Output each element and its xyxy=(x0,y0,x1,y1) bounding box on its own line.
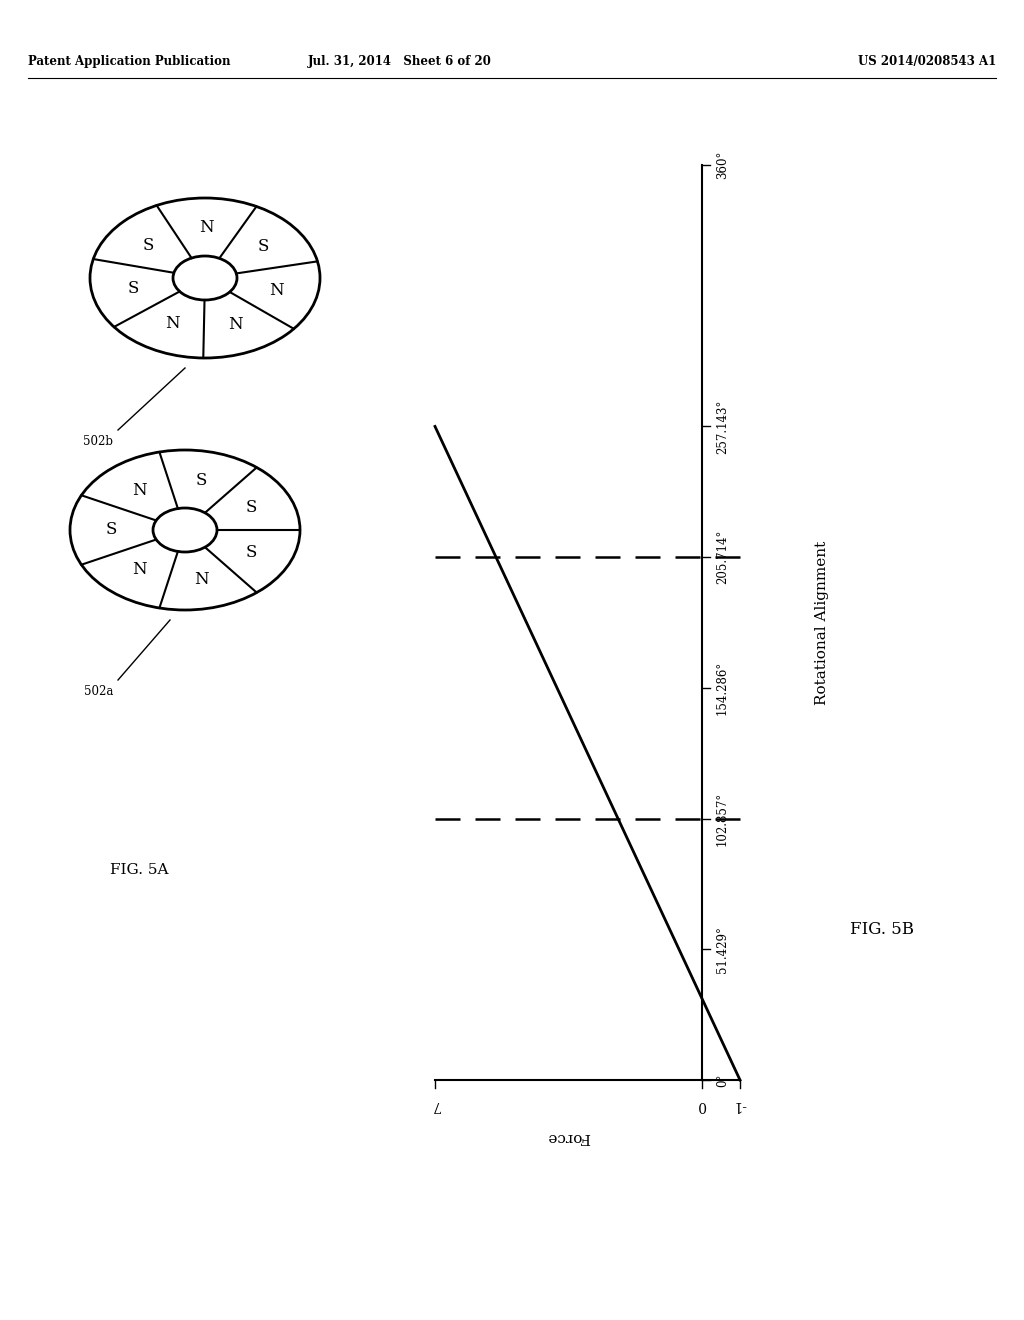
Text: 257.143°: 257.143° xyxy=(716,399,729,454)
Text: N: N xyxy=(199,219,213,235)
Text: 360°: 360° xyxy=(716,150,729,180)
Text: N: N xyxy=(132,482,146,499)
Text: S: S xyxy=(196,471,207,488)
Text: 502a: 502a xyxy=(84,685,113,698)
Text: Force: Force xyxy=(547,1130,590,1144)
Text: 51.429°: 51.429° xyxy=(716,925,729,973)
Text: FIG. 5A: FIG. 5A xyxy=(110,863,169,876)
Text: 154.286°: 154.286° xyxy=(716,661,729,715)
Text: S: S xyxy=(246,544,257,561)
Text: S: S xyxy=(142,238,154,255)
Text: S: S xyxy=(257,239,269,255)
Text: -1: -1 xyxy=(733,1098,746,1111)
Text: 102.857°: 102.857° xyxy=(716,792,729,846)
Text: 0°: 0° xyxy=(716,1073,729,1086)
Text: Rotational Alignment: Rotational Alignment xyxy=(815,540,828,705)
Text: S: S xyxy=(105,521,117,539)
Text: US 2014/0208543 A1: US 2014/0208543 A1 xyxy=(858,55,996,69)
Text: Patent Application Publication: Patent Application Publication xyxy=(28,55,230,69)
Ellipse shape xyxy=(173,256,237,300)
Text: N: N xyxy=(194,572,209,589)
Text: N: N xyxy=(269,281,284,298)
Text: N: N xyxy=(165,315,179,333)
Text: S: S xyxy=(127,280,139,297)
Ellipse shape xyxy=(153,508,217,552)
Text: N: N xyxy=(228,315,244,333)
Text: 7: 7 xyxy=(430,1098,439,1111)
Text: N: N xyxy=(132,561,146,578)
Text: 0: 0 xyxy=(697,1098,707,1111)
Text: FIG. 5B: FIG. 5B xyxy=(850,921,913,939)
Text: 205.714°: 205.714° xyxy=(716,529,729,585)
Text: S: S xyxy=(246,499,257,516)
Text: 502b: 502b xyxy=(83,436,113,447)
Text: Jul. 31, 2014   Sheet 6 of 20: Jul. 31, 2014 Sheet 6 of 20 xyxy=(308,55,492,69)
